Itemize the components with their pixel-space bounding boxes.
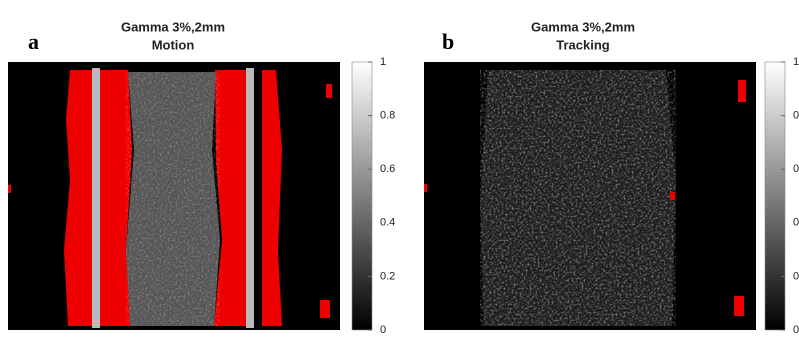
gamma-map-a	[8, 62, 340, 330]
panel-title: Tracking	[556, 37, 610, 52]
colorbar-b	[764, 61, 786, 331]
colorbar-tick-label: 0.6	[380, 163, 395, 175]
colorbar-tick-label: 0.8	[793, 110, 799, 122]
panel-title: Gamma 3%,2mm	[121, 19, 225, 34]
colorbar-tick-label: 0.8	[380, 110, 395, 122]
colorbar-a	[351, 61, 373, 331]
panel-label: b	[442, 29, 454, 54]
colorbar-tick-label: 0	[380, 324, 386, 336]
colorbar-tick-label: 0.4	[380, 217, 395, 229]
panel-title: Motion	[152, 37, 195, 52]
colorbar-tick-label: 0	[793, 324, 799, 336]
colorbar-tick-label: 1	[793, 56, 799, 68]
gamma-map-b	[424, 62, 756, 330]
panel-label: a	[28, 29, 39, 54]
colorbar-tick-label: 0.6	[793, 163, 799, 175]
colorbar-tick-label: 0.2	[793, 270, 799, 282]
colorbar-tick-label: 0.4	[793, 217, 799, 229]
colorbar-tick-label: 1	[380, 56, 386, 68]
panel-title: Gamma 3%,2mm	[531, 19, 635, 34]
colorbar-tick-label: 0.2	[380, 270, 395, 282]
